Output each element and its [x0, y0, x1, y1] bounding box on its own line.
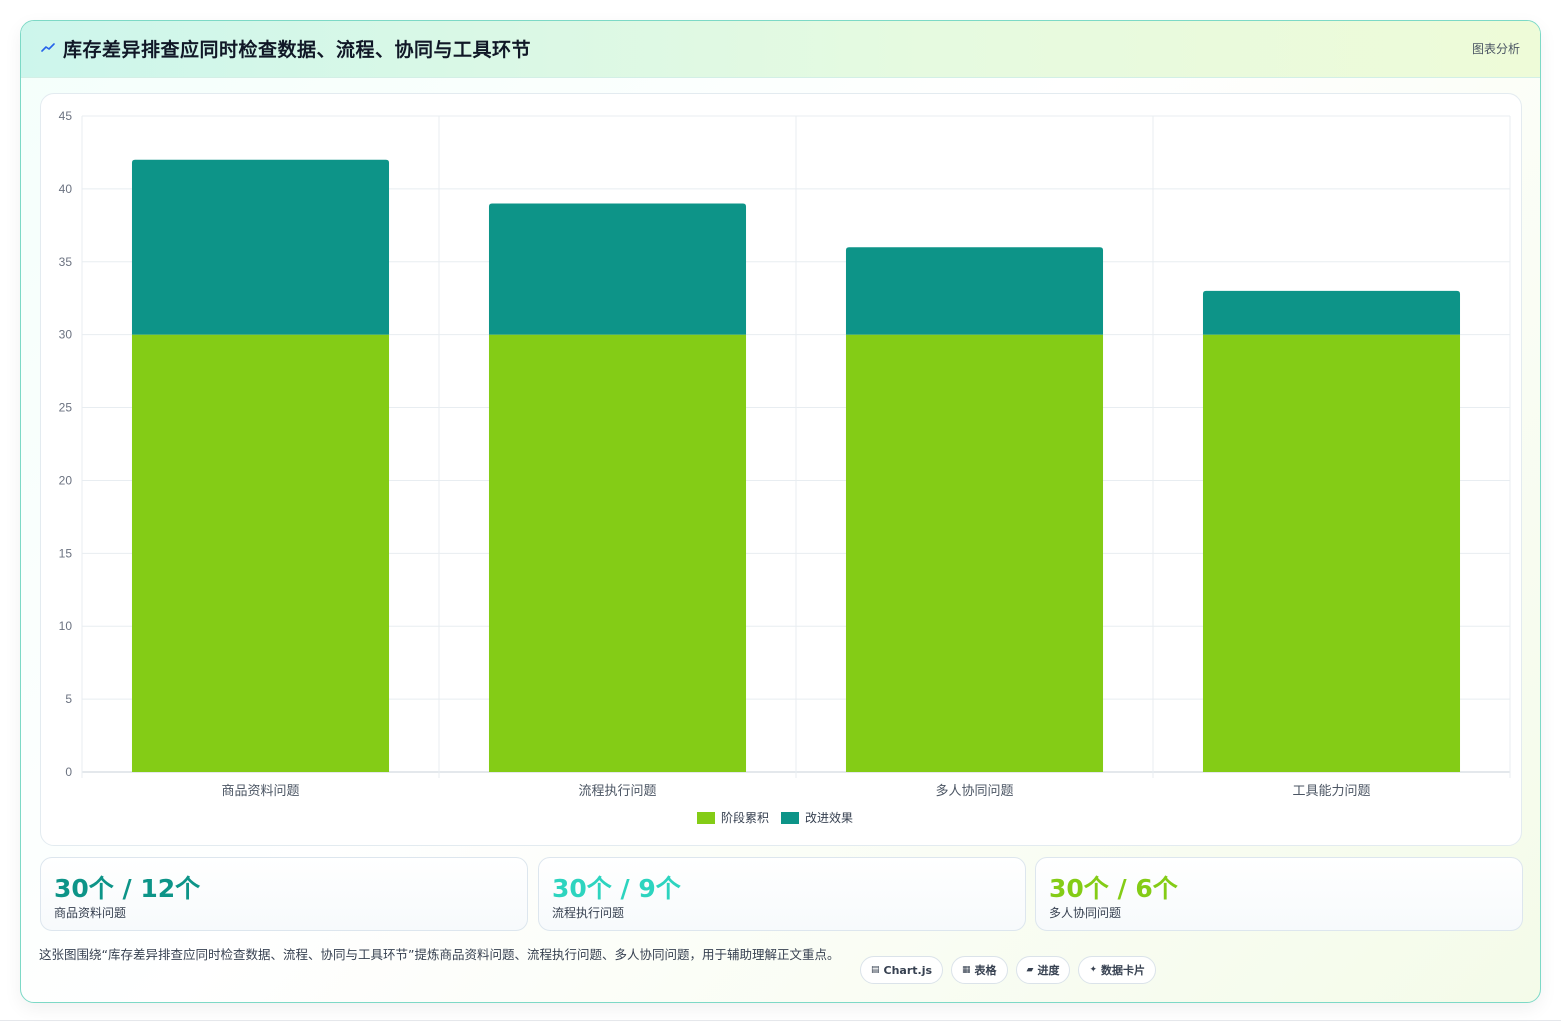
- x-tick-label: 流程执行问题: [578, 784, 656, 799]
- chart-analysis-tag: 图表分析: [1471, 42, 1520, 56]
- x-tick-label: 多人协同问题: [935, 783, 1013, 799]
- legend-swatch: [697, 812, 715, 824]
- stat-label: 多人协同问题: [1049, 906, 1122, 920]
- chart-card: 库存差异排查应同时检查数据、流程、协同与工具环节 图表分析 0 5 10 15 20 25…: [20, 20, 1541, 1003]
- chip-label: Chart.js: [883, 963, 933, 977]
- chart-panel: 0 5 10 15 20 25 30 35 40 45 商品资料问题 流程执行问题 多人协同问题 工具能力…: [40, 93, 1522, 846]
- stat-label: 流程执行问题: [552, 906, 625, 920]
- chip-data-card[interactable]: ✦ 数据卡片: [1078, 956, 1157, 984]
- legend-label: 改进效果: [805, 810, 853, 825]
- chip-group: ▤ Chart.js ▦ 表格 ▰ 进度 ✦ 数据卡片: [860, 956, 1157, 984]
- y-tick-label: 5: [65, 692, 72, 706]
- chip-chartjs[interactable]: ▤ Chart.js: [860, 956, 944, 984]
- y-tick-label: 40: [59, 182, 73, 196]
- y-tick-label: 30: [59, 328, 73, 342]
- stat-card-1: 30个 / 12个 商品资料问题: [40, 857, 528, 931]
- bar-segment: [1202, 290, 1461, 335]
- y-tick-label: 10: [59, 619, 73, 633]
- sparkline-icon: [41, 43, 55, 52]
- chip-label: 进度: [1037, 964, 1060, 977]
- card-header: 库存差异排查应同时检查数据、流程、协同与工具环节 图表分析: [21, 21, 1540, 78]
- bar-segment: [845, 334, 1104, 772]
- progress-icon: ▰: [1026, 965, 1034, 975]
- y-tick-label: 35: [59, 255, 73, 269]
- page-title: 库存差异排查应同时检查数据、流程、协同与工具环节: [63, 39, 532, 61]
- bar-segment: [131, 159, 390, 335]
- stat-value: 30个 / 12个: [54, 874, 201, 903]
- bar-segment: [131, 334, 390, 772]
- sparkle-icon: ✦: [1089, 965, 1098, 975]
- legend-label: 阶段累积: [721, 810, 769, 825]
- chart-description: 这张图围绕“库存差异排查应同时检查数据、流程、协同与工具环节”提炼商品资料问题、…: [39, 947, 840, 962]
- y-tick-label: 45: [59, 109, 73, 123]
- page-divider: [0, 1020, 1561, 1021]
- stat-label: 商品资料问题: [54, 906, 127, 920]
- stat-card-3: 30个 / 6个 多人协同问题: [1035, 857, 1523, 931]
- y-tick-label: 15: [59, 546, 73, 560]
- x-tick-label: 工具能力问题: [1292, 784, 1370, 799]
- legend-swatch: [781, 812, 799, 824]
- chip-label: 表格: [974, 964, 997, 977]
- bar-segment: [488, 334, 747, 772]
- y-tick-label: 0: [65, 765, 72, 779]
- y-tick-label: 20: [59, 473, 73, 487]
- chip-label: 数据卡片: [1101, 964, 1146, 977]
- bar-segment: [488, 203, 747, 335]
- x-tick-label: 商品资料问题: [221, 784, 299, 799]
- stacked-bar-chart: 0 5 10 15 20 25 30 35 40 45 商品资料问题 流程执行问题 多人协同问题 工具能力…: [59, 109, 1511, 825]
- chip-progress[interactable]: ▰ 进度: [1015, 956, 1071, 984]
- table-icon: ▦: [962, 965, 971, 975]
- bar-segment: [845, 247, 1104, 335]
- bar-segment: [1202, 334, 1461, 772]
- stat-value: 30个 / 9个: [552, 874, 681, 903]
- y-tick-label: 25: [59, 401, 73, 415]
- stat-value: 30个 / 6个: [1049, 874, 1178, 903]
- chip-table[interactable]: ▦ 表格: [951, 956, 1008, 984]
- stat-card-2: 30个 / 9个 流程执行问题: [538, 857, 1026, 931]
- chart-icon: ▤: [871, 965, 880, 975]
